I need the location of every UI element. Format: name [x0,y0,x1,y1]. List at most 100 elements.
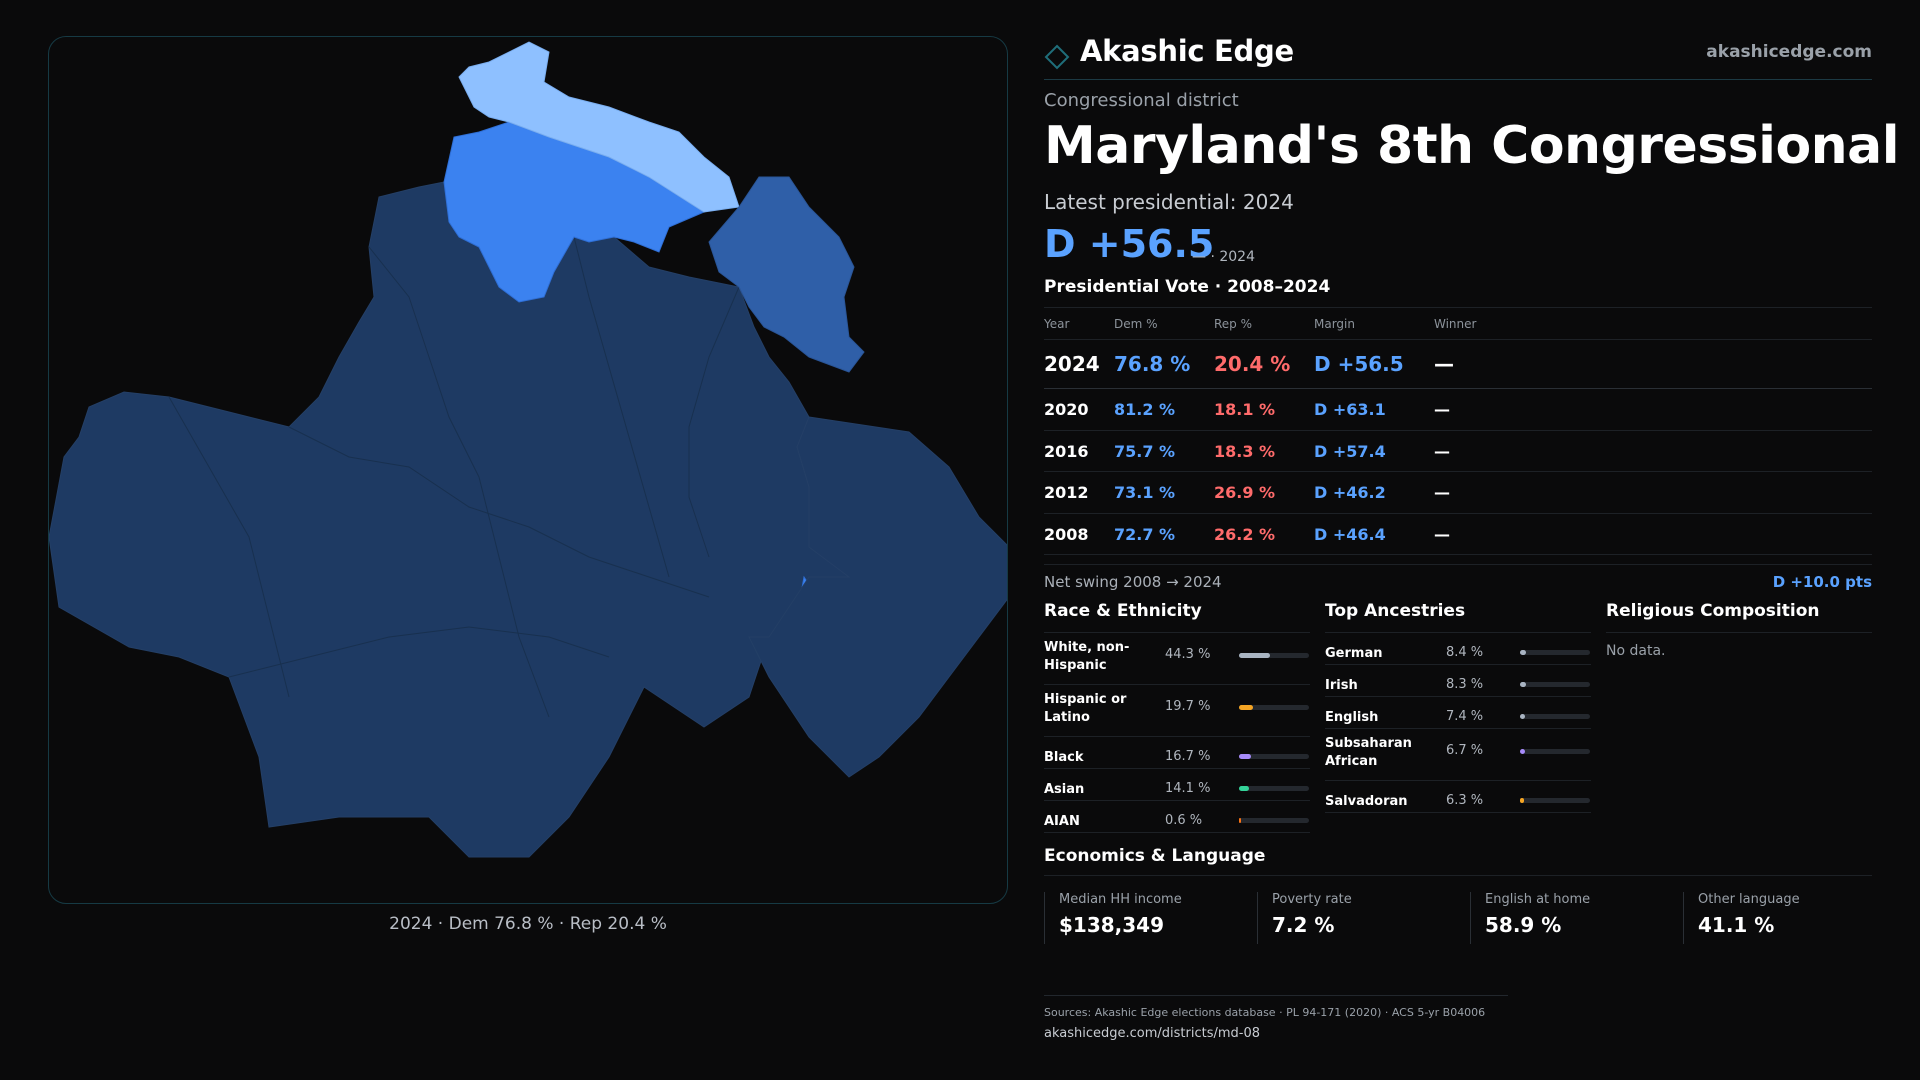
row-dem: 76.8 % [1114,352,1191,376]
page-title: Maryland's 8th Congressional District [1044,116,1920,176]
stat-value: 14.1 % [1165,781,1211,796]
net-swing: Net swing 2008 → 2024 D +10.0 pts [1044,564,1872,596]
row-dem: 73.1 % [1114,483,1176,502]
table-row: 2024 76.8 % 20.4 % D +56.5 — [1044,340,1872,389]
stat-name: Hispanic or Latino [1044,692,1127,725]
stat-bar-fill [1239,705,1253,710]
table-row: 2012 73.1 % 26.9 % D +46.2 — [1044,472,1872,514]
stat-bar-fill [1239,818,1241,823]
row-winner: — [1434,524,1450,544]
stat-name: Irish [1325,678,1358,693]
stat-bar-track [1520,798,1590,803]
stat-row: Irish 8.3 % [1325,665,1591,697]
row-rep: 26.9 % [1214,483,1276,502]
brand-name[interactable]: Akashic Edge [1080,34,1294,68]
stat-value: 8.3 % [1446,677,1484,692]
net-swing-value: D +10.0 pts [1772,573,1872,591]
stat-bar-fill [1520,749,1525,754]
row-dem: 75.7 % [1114,441,1176,461]
stat-name: Salvadoran [1325,794,1408,809]
stat-value: 44.3 % [1165,647,1211,662]
stat-bar-fill [1239,653,1270,658]
race-ethnicity-section: Race & Ethnicity White, non-Hispanic 44.3… [1044,601,1310,833]
religion-title: Religious Composition [1606,601,1872,633]
stat-bar-track [1520,650,1590,655]
presidential-vote-title: Presidential Vote · 2008–2024 [1044,277,1331,297]
district-kicker: Congressional district [1044,90,1239,111]
row-margin: D +56.5 [1314,352,1404,376]
district-map-svg[interactable] [49,37,1008,904]
header-margin: Margin [1314,317,1355,331]
stat-bar-fill [1520,650,1526,655]
row-year: 2024 [1044,352,1100,376]
stat-value: 6.3 % [1446,793,1484,808]
map-caption: 2024 · Dem 76.8 % · Rep 20.4 % [389,914,667,934]
map-region-light[interactable] [458,41,740,213]
religion-section: Religious Composition No data. [1606,601,1872,659]
row-year: 2012 [1044,483,1089,502]
row-margin: D +57.4 [1314,441,1386,461]
econ-value: 41.1 % [1698,913,1775,937]
latest-margin: D +56.5 [1044,222,1215,266]
map-region-mid[interactable] [708,176,865,373]
econ-value: 7.2 % [1272,913,1335,937]
stat-value: 6.7 % [1446,743,1484,758]
header-rep: Rep % [1214,317,1253,331]
stat-row: English 7.4 % [1325,697,1591,729]
header-year: Year [1044,317,1070,331]
row-winner: — [1434,441,1450,461]
row-margin: D +63.1 [1314,400,1386,419]
stat-name: Asian [1044,782,1085,797]
row-margin: D +46.4 [1314,524,1386,544]
stat-bar-track [1239,754,1309,759]
econ-label: Median HH income [1059,892,1182,907]
row-winner: — [1434,483,1450,502]
latest-margin-sub: — · 2024 [1192,249,1255,265]
net-swing-label: Net swing 2008 → 2024 [1044,573,1222,591]
latest-presidential-label: Latest presidential: 2024 [1044,190,1294,214]
econ-poverty-rate: Poverty rate 7.2 % [1257,892,1471,944]
row-year: 2008 [1044,524,1089,544]
table-row: 2008 72.7 % 26.2 % D +46.4 — [1044,514,1872,555]
diamond-outline-icon [1044,44,1070,70]
table-row: 2020 81.2 % 18.1 % D +63.1 — [1044,389,1872,431]
stat-row: Salvadoran 6.3 % [1325,781,1591,813]
stat-value: 7.4 % [1446,709,1484,724]
stat-value: 16.7 % [1165,749,1211,764]
race-ethnicity-title: Race & Ethnicity [1044,601,1310,633]
stat-bar-track [1239,653,1309,658]
stat-name: AIAN [1044,814,1080,829]
map-region-main[interactable] [49,181,850,858]
row-winner: — [1434,352,1454,376]
econ-value: 58.9 % [1485,913,1562,937]
stat-name: Black [1044,750,1084,765]
stat-bar-track [1239,818,1309,823]
stat-row: Black 16.7 % [1044,737,1310,769]
econ-other-language: Other language 41.1 % [1683,892,1897,944]
row-rep: 18.1 % [1214,400,1276,419]
row-rep: 20.4 % [1214,352,1291,376]
map-region-east[interactable] [748,416,1008,778]
stat-name: Subsaharan African [1325,736,1412,769]
econ-label: Poverty rate [1272,892,1352,907]
header-dem: Dem % [1114,317,1158,331]
econ-median-income: Median HH income $138,349 [1044,892,1258,944]
ancestries-section: Top Ancestries German 8.4 % Irish 8.3 % Engl… [1325,601,1591,813]
stat-bar-track [1239,705,1309,710]
district-map[interactable] [48,36,1008,904]
brand-url[interactable]: akashicedge.com [1706,42,1872,62]
sources-line: Sources: Akashic Edge elections database… [1044,1006,1486,1019]
row-rep: 18.3 % [1214,441,1276,461]
header-winner: Winner [1434,317,1477,331]
sources-url[interactable]: akashicedge.com/districts/md-08 [1044,1026,1261,1041]
map-precinct-lines [168,236,740,718]
stat-value: 0.6 % [1165,813,1203,828]
stat-bar-fill [1520,714,1526,719]
brand-header: Akashic Edge akashicedge.com [1044,34,1872,80]
religion-empty: No data. [1606,643,1666,659]
stat-bar-fill [1520,798,1525,803]
economics-title: Economics & Language [1044,846,1872,876]
stat-name: German [1325,646,1383,661]
stat-row: Hispanic or Latino 19.7 % [1044,685,1310,737]
stat-value: 19.7 % [1165,699,1211,714]
